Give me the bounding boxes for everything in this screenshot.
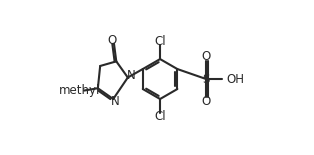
Text: O: O	[202, 50, 211, 63]
Text: Cl: Cl	[154, 35, 166, 48]
Text: OH: OH	[226, 73, 244, 86]
Text: N: N	[111, 95, 119, 108]
Text: O: O	[107, 34, 117, 47]
Text: O: O	[202, 95, 211, 108]
Text: methyl: methyl	[58, 84, 100, 97]
Text: S: S	[203, 73, 210, 86]
Text: Cl: Cl	[154, 110, 166, 123]
Text: N: N	[127, 69, 135, 82]
